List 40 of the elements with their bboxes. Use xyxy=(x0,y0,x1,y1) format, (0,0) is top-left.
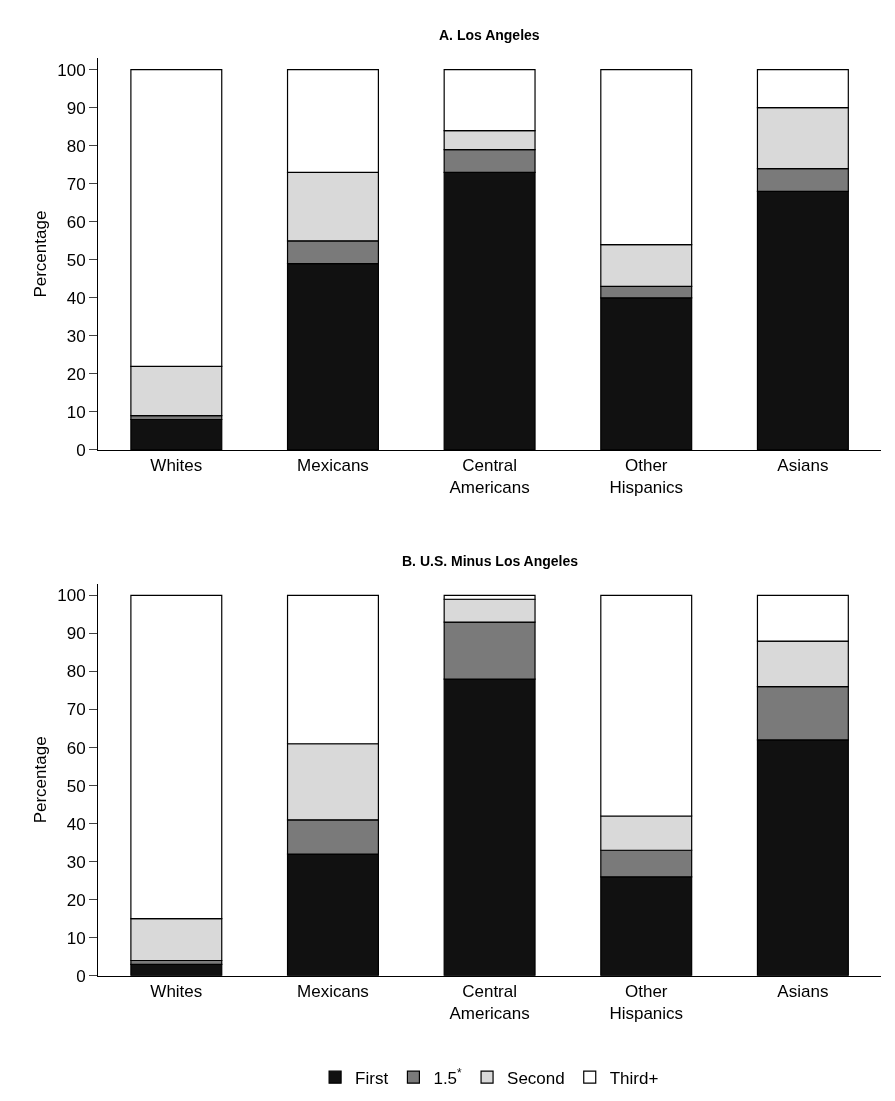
chart-title: B. U.S. Minus Los Angeles xyxy=(402,553,579,569)
x-tick-label: Central Americans xyxy=(449,456,530,498)
y-tick-label: 80 xyxy=(66,136,86,156)
y-tick-label: 10 xyxy=(66,402,86,422)
y-tick-label: 0 xyxy=(76,966,86,986)
y-tick-label: 20 xyxy=(66,890,86,910)
x-tick-label: Other Hispanics xyxy=(609,982,684,1024)
legend-label: Second xyxy=(507,1068,565,1088)
y-tick-label: 40 xyxy=(66,288,86,308)
y-tick-label: 60 xyxy=(66,212,86,232)
y-tick-label: 0 xyxy=(76,440,86,460)
y-tick-label: 20 xyxy=(66,364,86,384)
x-tick-label: Whites xyxy=(150,456,203,476)
x-tick-label: Mexicans xyxy=(297,456,369,476)
y-tick-label: 70 xyxy=(66,174,86,194)
x-tick-label: Asians xyxy=(777,982,829,1002)
y-tick-label: 100 xyxy=(57,60,86,80)
x-tick-label: Other Hispanics xyxy=(609,456,684,498)
x-tick-label: Central Americans xyxy=(449,982,530,1024)
y-tick-label: 30 xyxy=(66,852,86,872)
chart-title: A. Los Angeles xyxy=(439,27,540,43)
x-tick-label: Asians xyxy=(777,456,829,476)
legend-label: 1.5$^{*}$ xyxy=(433,1065,463,1088)
y-tick-label: 70 xyxy=(66,700,86,720)
y-tick-label: 40 xyxy=(66,814,86,834)
y-tick-label: 60 xyxy=(66,738,86,758)
y-tick-label: 50 xyxy=(66,250,86,270)
legend-label: Third+ xyxy=(609,1068,659,1088)
y-tick-label: 10 xyxy=(66,928,86,948)
y-tick-label: 90 xyxy=(66,98,86,118)
legend-label: First xyxy=(355,1068,389,1088)
y-axis-title: Percentage xyxy=(30,210,50,298)
y-tick-label: 50 xyxy=(66,776,86,796)
x-tick-label: Mexicans xyxy=(297,982,369,1002)
y-tick-label: 80 xyxy=(66,662,86,682)
y-tick-label: 30 xyxy=(66,326,86,346)
y-tick-label: 100 xyxy=(57,586,86,606)
x-tick-label: Whites xyxy=(150,982,203,1002)
y-tick-label: 90 xyxy=(66,624,86,644)
y-axis-title: Percentage xyxy=(30,736,50,824)
